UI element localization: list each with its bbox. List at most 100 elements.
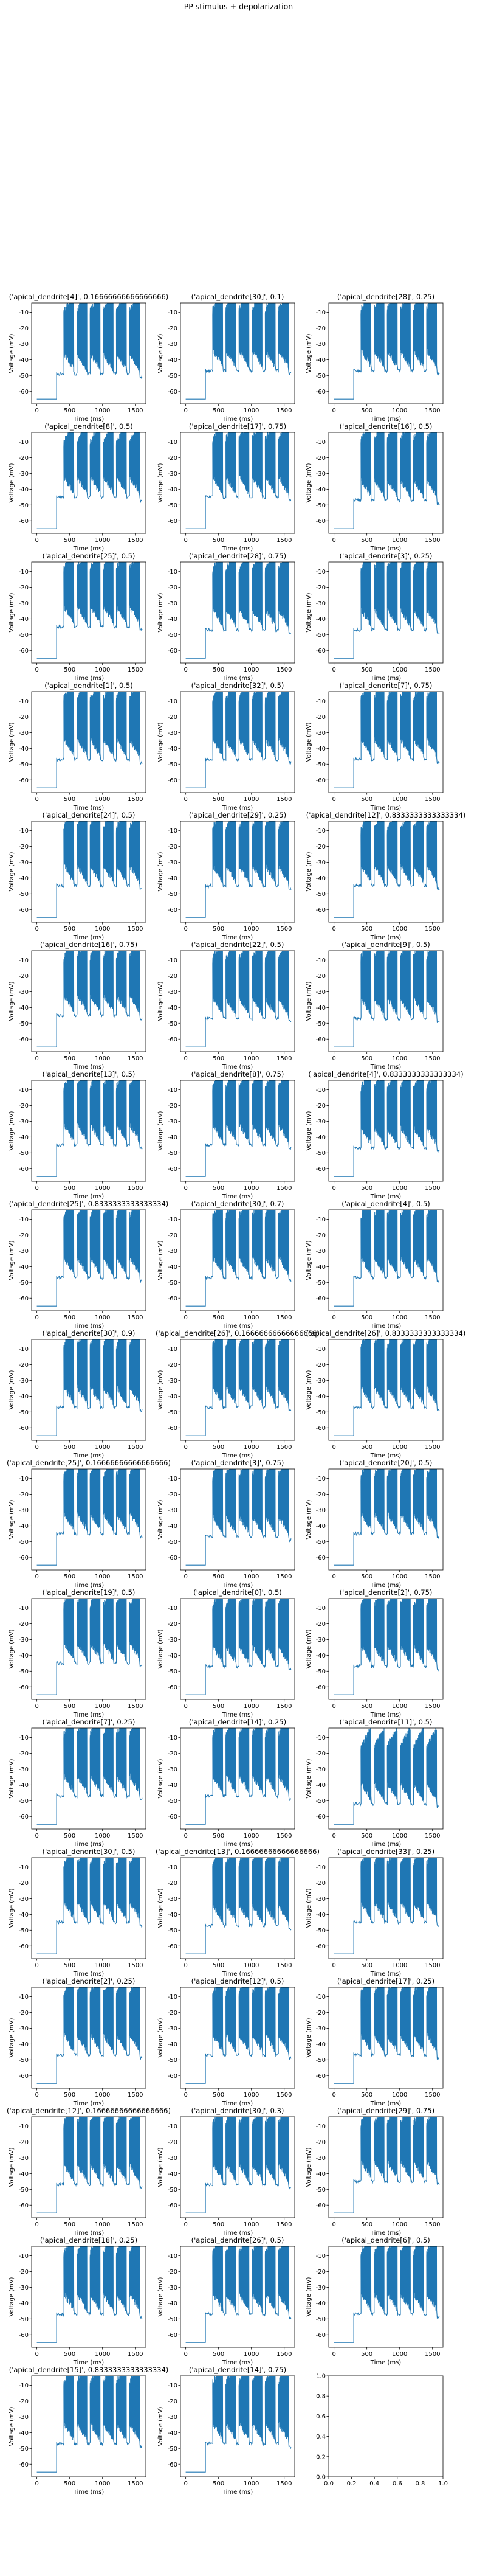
y-tick-label: -50: [19, 762, 29, 768]
subplot-title: ('apical_dendrite[3]', 0.25): [340, 552, 433, 560]
subplot-title: ('apical_dendrite[17]', 0.25): [337, 1977, 434, 1985]
x-tick-label: 1000: [95, 537, 110, 544]
axes-frame: [328, 1857, 444, 1959]
axes-frame: [328, 2246, 444, 2348]
y-tick-label: -10: [316, 569, 326, 575]
x-tick-label: 0: [35, 1055, 38, 1062]
x-tick-label: 500: [213, 537, 224, 544]
y-tick-label: -30: [316, 1378, 326, 1384]
y-tick-label: -20: [316, 844, 326, 850]
x-tick-label: 0: [184, 408, 187, 414]
axes-frame: [31, 950, 146, 1052]
y-tick-label: -10: [168, 698, 177, 705]
y-tick-label: -40: [19, 487, 29, 493]
voltage-trace: [185, 2117, 292, 2213]
y-tick-label: -30: [316, 341, 326, 348]
y-tick-label: -60: [316, 1814, 326, 1821]
x-tick-label: 0: [35, 926, 38, 932]
y-tick-label: -30: [168, 1378, 177, 1384]
y-tick-label: -40: [316, 1394, 326, 1400]
y-tick-label: -60: [19, 1166, 29, 1173]
x-tick-label: 0: [35, 408, 38, 414]
y-axis-label: Voltage (mV): [9, 722, 15, 762]
axes-frame: [180, 2116, 295, 2218]
y-tick-label: -30: [316, 1119, 326, 1125]
y-tick-label: -60: [168, 1296, 177, 1302]
x-tick-label: 0: [332, 1703, 335, 1710]
x-tick-label: 1000: [244, 2351, 259, 2358]
voltage-trace: [36, 692, 143, 788]
y-axis-label: Voltage (mV): [306, 1240, 312, 1280]
x-tick-label: 0: [184, 1833, 187, 1839]
x-tick-label: 1500: [128, 667, 143, 673]
y-axis-label: Voltage (mV): [157, 1499, 164, 1539]
x-tick-label: 0: [184, 796, 187, 803]
y-tick-label: -50: [19, 1280, 29, 1286]
y-tick-label: -60: [316, 1166, 326, 1173]
x-tick-label: 1500: [128, 796, 143, 803]
y-tick-label: -10: [316, 2253, 326, 2260]
y-tick-label: -30: [19, 1248, 29, 1255]
y-tick-label: -20: [168, 585, 177, 591]
axes-frame: [31, 1468, 146, 1571]
y-tick-label: -40: [19, 357, 29, 364]
x-axis-label: Time (ms): [370, 1841, 402, 1848]
x-axis-label: Time (ms): [222, 1841, 253, 1848]
y-tick-label: -50: [316, 1539, 326, 1546]
subplot-title: ('apical_dendrite[15]', 0.83333333333333…: [9, 2366, 169, 2374]
y-tick-label: -40: [168, 1653, 177, 1659]
voltage-trace: [185, 1339, 292, 1436]
x-tick-label: 500: [64, 2351, 75, 2358]
axes-frame: [31, 1727, 146, 1830]
y-tick-label: -20: [316, 1880, 326, 1887]
voltage-trace: [36, 562, 143, 659]
y-tick-label: -60: [316, 2203, 326, 2209]
y-tick-label: -30: [19, 2026, 29, 2032]
y-tick-label: -60: [168, 1166, 177, 1173]
axes-frame: [31, 2246, 146, 2348]
y-tick-label: -50: [168, 1280, 177, 1286]
voltage-trace: [334, 692, 440, 788]
y-tick-label: -30: [316, 859, 326, 866]
y-tick-label: -10: [168, 569, 177, 575]
x-tick-label: 1500: [425, 408, 440, 414]
y-tick-label: -20: [19, 1621, 29, 1628]
y-axis-label: Voltage (mV): [157, 1370, 164, 1409]
y-tick-label: -20: [316, 585, 326, 591]
y-tick-label: -20: [168, 1491, 177, 1498]
x-tick-label: 0: [332, 1574, 335, 1580]
x-tick-label: 1000: [95, 2092, 110, 2099]
x-tick-label: 0: [35, 1185, 38, 1192]
y-tick-label: -40: [19, 2300, 29, 2307]
y-tick-label: -20: [19, 1232, 29, 1239]
y-tick-label: -40: [19, 746, 29, 752]
y-tick-label: -10: [19, 1864, 29, 1871]
x-tick-label: 1000: [244, 408, 259, 414]
y-tick-label: -60: [19, 389, 29, 395]
x-axis-label: Time (ms): [73, 2100, 105, 2107]
x-tick-label: 1000: [392, 796, 407, 803]
y-tick-label: -10: [168, 957, 177, 964]
y-tick-label: -30: [19, 1766, 29, 1773]
y-tick-label: -40: [19, 616, 29, 623]
x-tick-label: 1000: [244, 537, 259, 544]
x-tick-label: 500: [64, 796, 75, 803]
y-tick-label: -10: [168, 1735, 177, 1741]
y-tick-label: -20: [168, 1232, 177, 1239]
x-axis-label: Time (ms): [222, 805, 253, 811]
y-tick-label: -60: [168, 389, 177, 395]
y-tick-label: -50: [316, 502, 326, 509]
y-tick-label: -10: [19, 698, 29, 705]
y-tick-label: -10: [19, 957, 29, 964]
y-tick-label: 0.0: [316, 2474, 326, 2481]
x-axis-label: Time (ms): [222, 416, 253, 423]
x-tick-label: 1500: [425, 2351, 440, 2358]
x-tick-label: 1500: [276, 1314, 292, 1321]
y-tick-label: -10: [168, 1476, 177, 1482]
x-tick-label: 1500: [276, 2221, 292, 2228]
voltage-trace: [334, 2246, 440, 2343]
y-tick-label: -30: [316, 1507, 326, 1514]
y-axis-label: Voltage (mV): [157, 1111, 164, 1150]
y-tick-label: -30: [19, 471, 29, 477]
subplot: ('apical_dendrite[11]', 0.5) 0 500 1000 1500…: [306, 1718, 444, 1848]
